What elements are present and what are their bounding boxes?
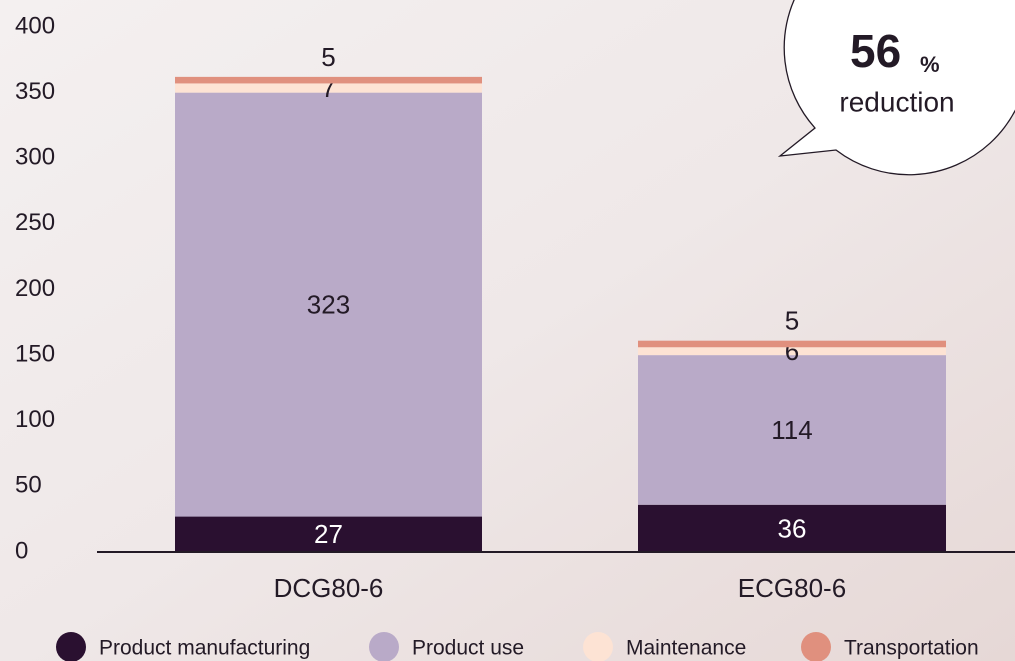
- y-tick-label: 50: [15, 472, 42, 499]
- data-label: 36: [778, 513, 807, 543]
- legend-swatch: [369, 632, 399, 661]
- callout-number: 56: [850, 25, 901, 77]
- y-tick-label: 100: [15, 406, 55, 433]
- data-label: 27: [314, 519, 343, 549]
- bar-segment: [638, 355, 946, 505]
- data-label: 323: [307, 289, 350, 319]
- bar-segment: [638, 504, 946, 552]
- y-tick-label: 350: [15, 78, 55, 105]
- y-tick-label: 250: [15, 209, 55, 236]
- legend-label: Product manufacturing: [99, 637, 310, 660]
- callout-unit: %: [920, 52, 940, 77]
- bar-segment: [175, 516, 482, 552]
- legend-swatch: [56, 632, 86, 661]
- legend-label: Transportation: [844, 637, 979, 660]
- bar-segment: [638, 340, 946, 348]
- y-tick-label: 300: [15, 144, 55, 171]
- callout-text: reduction: [839, 86, 954, 117]
- y-tick-label: 400: [15, 12, 55, 39]
- bar-segment: [175, 76, 482, 84]
- bar-segment: [175, 92, 482, 517]
- data-label: 114: [771, 415, 812, 445]
- x-tick-label: DCG80-6: [274, 573, 384, 603]
- data-label: 6: [785, 336, 799, 366]
- y-tick-label: 150: [15, 340, 55, 367]
- legend-label: Product use: [412, 637, 524, 660]
- bar-segment: [175, 83, 482, 93]
- legend-swatch: [583, 632, 613, 661]
- legend-swatch: [801, 632, 831, 661]
- y-tick-label: 0: [15, 537, 28, 564]
- bar-segment: [638, 347, 946, 356]
- data-label: 5: [785, 306, 799, 336]
- data-label: 5: [321, 42, 335, 72]
- y-tick-label: 200: [15, 275, 55, 302]
- legend-label: Maintenance: [626, 637, 746, 660]
- callout-bubble: [777, 0, 1015, 176]
- x-tick-label: ECG80-6: [738, 573, 846, 603]
